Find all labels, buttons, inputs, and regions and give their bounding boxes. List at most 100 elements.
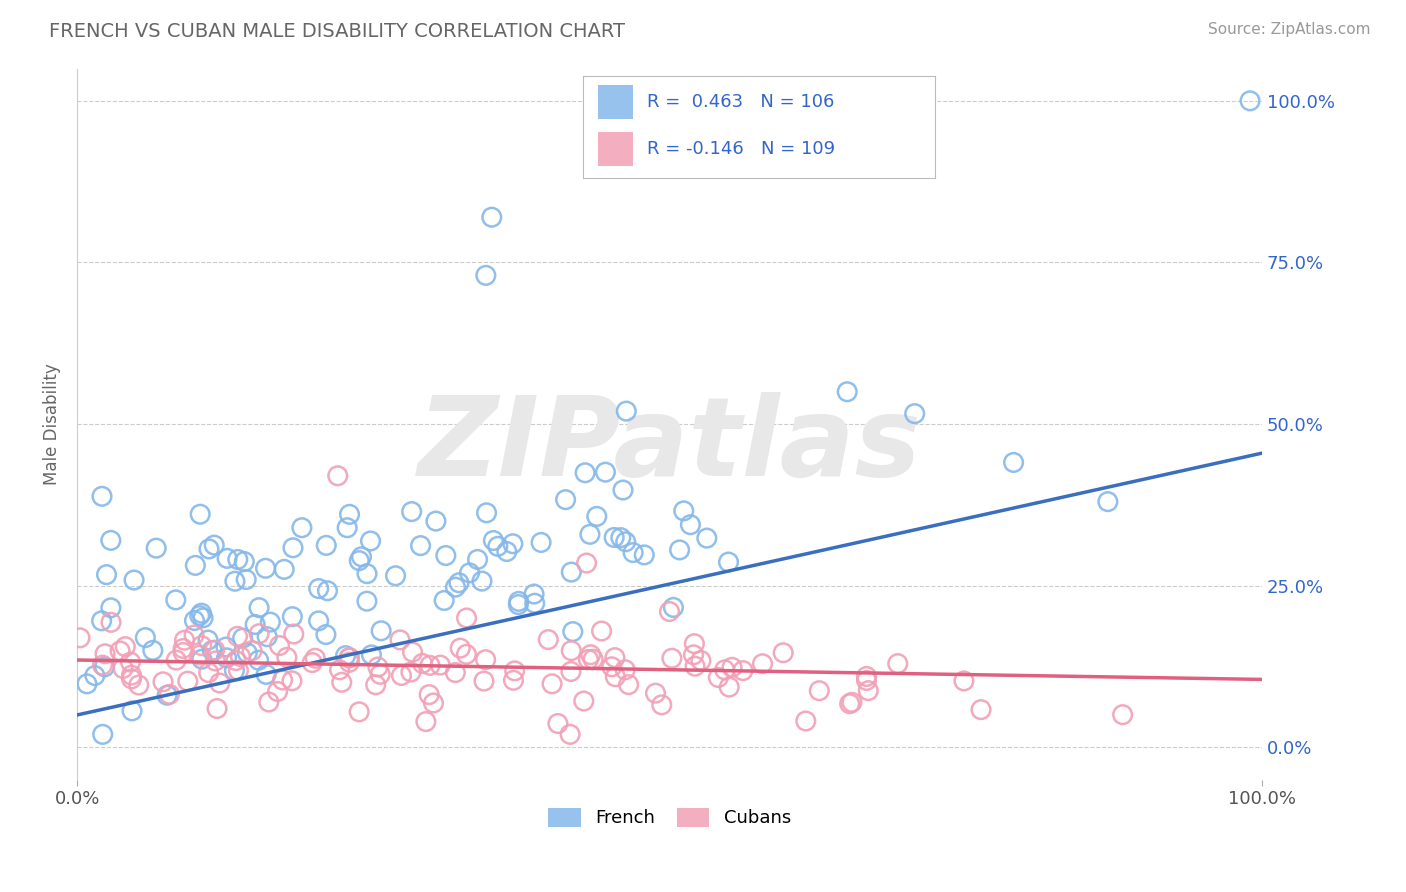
Point bbox=[225, 654, 247, 668]
Point bbox=[651, 698, 673, 712]
Point bbox=[204, 643, 226, 657]
Text: R = -0.146   N = 109: R = -0.146 N = 109 bbox=[647, 140, 835, 158]
Point bbox=[215, 650, 238, 665]
Point bbox=[572, 694, 595, 708]
Point bbox=[575, 556, 598, 570]
Point bbox=[108, 644, 131, 658]
Point bbox=[259, 615, 281, 629]
Point bbox=[145, 541, 167, 556]
Text: Source: ZipAtlas.com: Source: ZipAtlas.com bbox=[1208, 22, 1371, 37]
Point bbox=[208, 676, 231, 690]
Point bbox=[411, 657, 433, 671]
Point bbox=[547, 716, 569, 731]
Point bbox=[367, 660, 389, 674]
Point bbox=[449, 641, 471, 656]
Point bbox=[644, 686, 666, 700]
Point bbox=[183, 614, 205, 628]
Point bbox=[523, 596, 546, 610]
Point bbox=[228, 664, 250, 678]
Point bbox=[91, 489, 114, 503]
Point bbox=[100, 600, 122, 615]
Point bbox=[232, 631, 254, 645]
Text: ZIPatlas: ZIPatlas bbox=[418, 392, 921, 499]
Point bbox=[224, 574, 246, 589]
Point bbox=[633, 548, 655, 562]
Point bbox=[370, 624, 392, 638]
Point bbox=[347, 705, 370, 719]
Point bbox=[495, 544, 517, 558]
Point bbox=[858, 683, 880, 698]
Point bbox=[419, 658, 441, 673]
Point bbox=[772, 646, 794, 660]
Bar bbox=[598, 85, 633, 119]
Point bbox=[235, 573, 257, 587]
Point bbox=[672, 504, 695, 518]
Point bbox=[614, 534, 637, 549]
Point bbox=[541, 677, 564, 691]
Point bbox=[229, 649, 252, 664]
Point bbox=[560, 665, 582, 679]
Point bbox=[384, 568, 406, 582]
Y-axis label: Male Disability: Male Disability bbox=[44, 363, 60, 485]
Point bbox=[257, 695, 280, 709]
Point bbox=[315, 538, 337, 552]
Point bbox=[1111, 707, 1133, 722]
Point bbox=[610, 531, 633, 545]
Point bbox=[283, 627, 305, 641]
Point bbox=[614, 404, 637, 418]
Point bbox=[339, 508, 361, 522]
Point bbox=[621, 545, 644, 559]
Point bbox=[93, 660, 115, 674]
Point bbox=[120, 655, 142, 669]
Point bbox=[391, 668, 413, 682]
Point bbox=[308, 614, 330, 628]
Point bbox=[308, 582, 330, 596]
Point bbox=[707, 671, 730, 685]
Point bbox=[172, 641, 194, 656]
Point bbox=[444, 665, 467, 680]
Point bbox=[582, 652, 605, 666]
Point bbox=[561, 624, 583, 639]
Point bbox=[188, 648, 211, 662]
Point bbox=[508, 598, 530, 612]
Point bbox=[591, 624, 613, 638]
Point bbox=[841, 695, 863, 709]
Point bbox=[90, 614, 112, 628]
Point bbox=[838, 697, 860, 711]
Point bbox=[204, 654, 226, 668]
Point bbox=[197, 665, 219, 680]
Point bbox=[603, 531, 626, 545]
Point bbox=[429, 658, 451, 673]
Point bbox=[1097, 494, 1119, 508]
Point bbox=[224, 664, 246, 678]
Point bbox=[425, 514, 447, 528]
Point bbox=[339, 650, 361, 665]
Point bbox=[198, 541, 221, 556]
Point bbox=[217, 551, 239, 566]
Point bbox=[718, 680, 741, 694]
Point bbox=[172, 646, 194, 660]
Point bbox=[329, 663, 352, 677]
Point bbox=[808, 683, 831, 698]
Bar bbox=[598, 132, 633, 166]
Point bbox=[356, 594, 378, 608]
Point bbox=[197, 633, 219, 648]
Point bbox=[202, 538, 225, 552]
Point bbox=[537, 632, 560, 647]
Point bbox=[335, 648, 357, 663]
Point bbox=[683, 637, 706, 651]
Point bbox=[855, 673, 877, 688]
Point bbox=[579, 648, 602, 662]
Point bbox=[128, 678, 150, 692]
Point bbox=[887, 657, 910, 671]
Point bbox=[471, 574, 494, 588]
Point bbox=[523, 587, 546, 601]
Point bbox=[595, 465, 617, 479]
Point bbox=[201, 643, 224, 657]
Point bbox=[554, 492, 576, 507]
Point bbox=[356, 566, 378, 581]
Point bbox=[574, 466, 596, 480]
Point bbox=[444, 580, 467, 594]
Point bbox=[121, 704, 143, 718]
Point bbox=[721, 660, 744, 674]
